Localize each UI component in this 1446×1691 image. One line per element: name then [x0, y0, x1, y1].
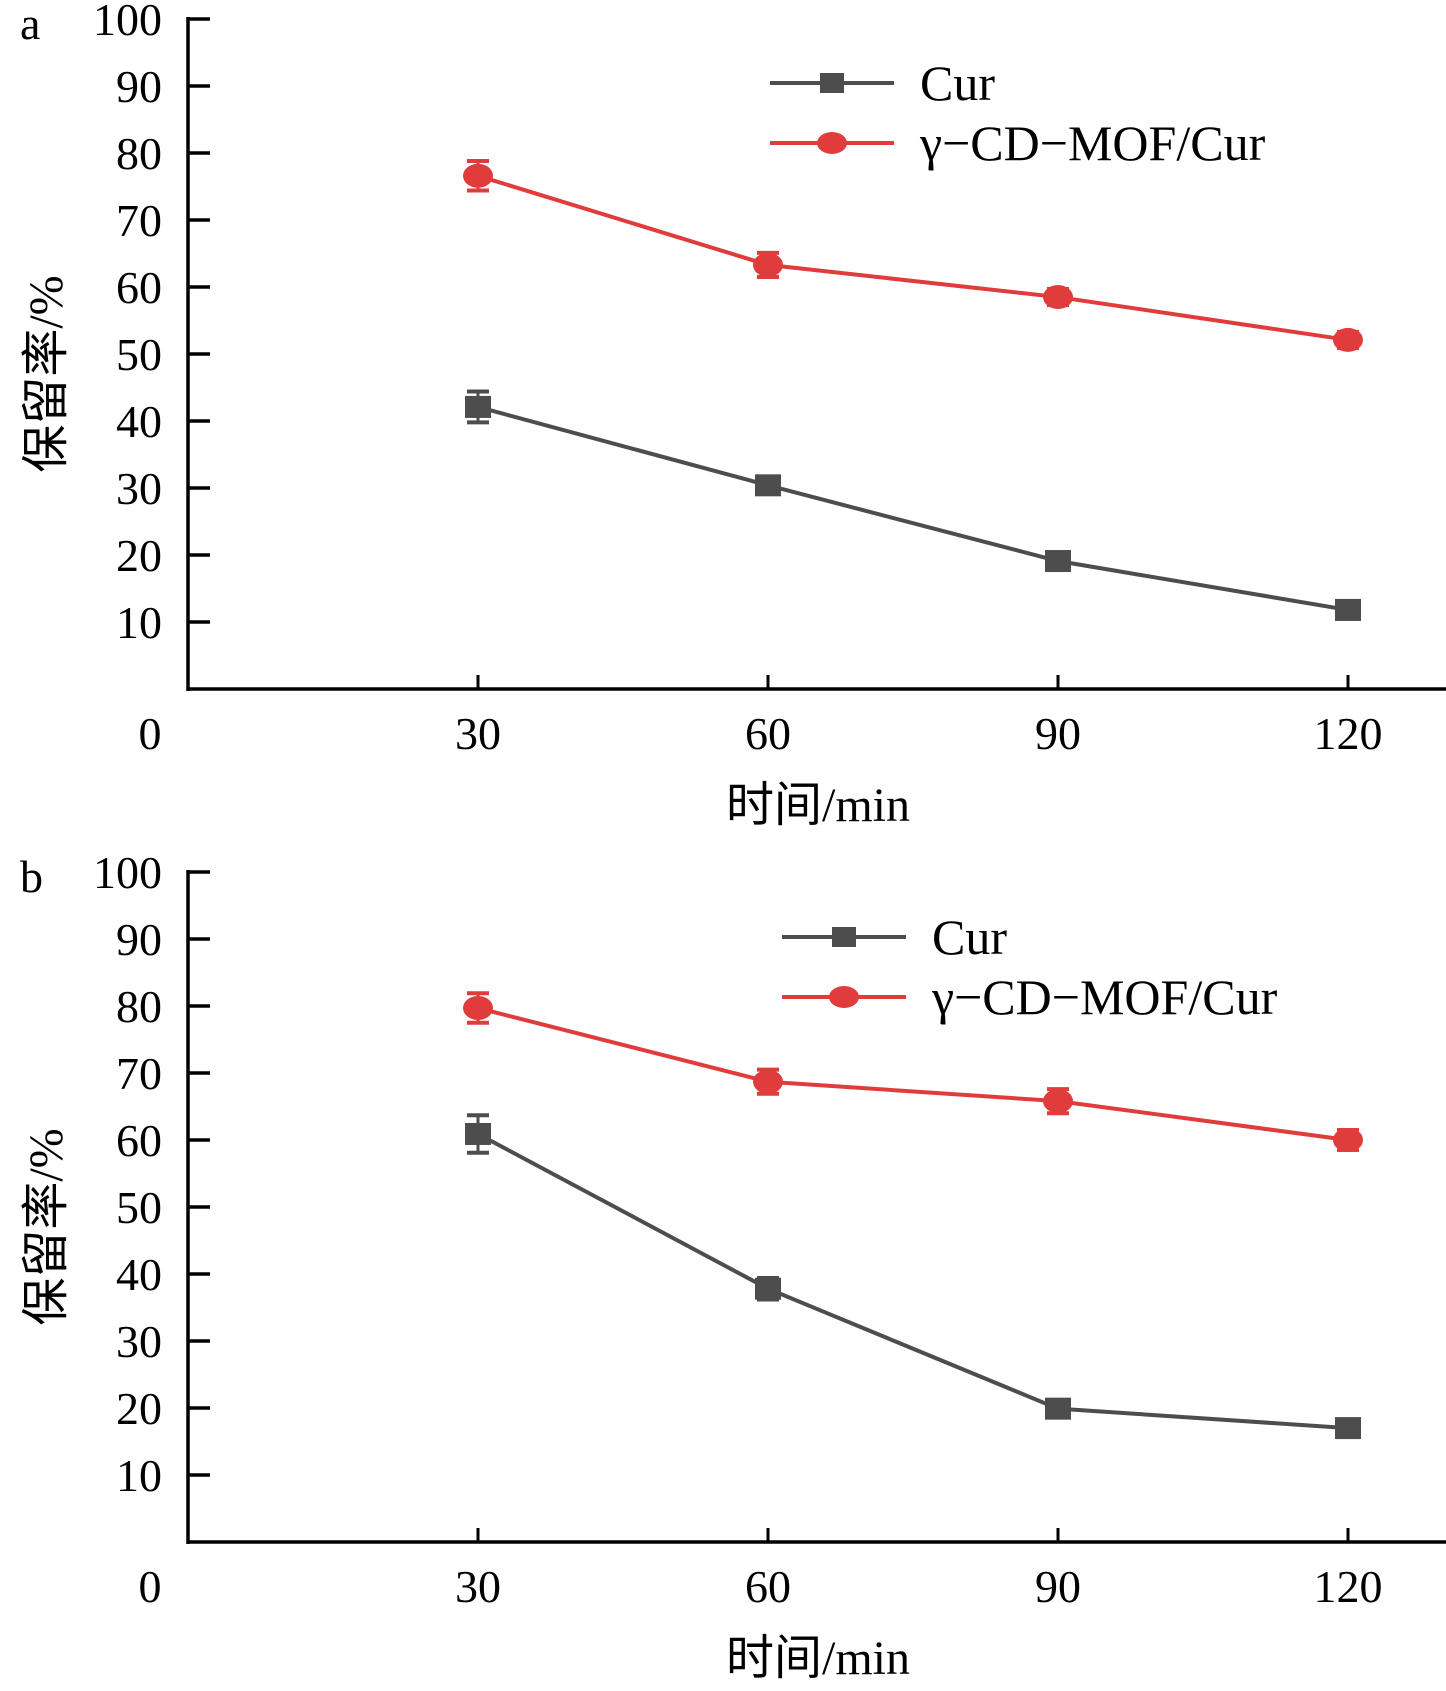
panel-label: b	[20, 851, 43, 902]
x-tick-label: 30	[455, 708, 501, 759]
x-tick-label: 60	[745, 708, 791, 759]
x-tick-label: 60	[745, 1561, 791, 1612]
y-tick-label: 100	[93, 847, 162, 898]
series-cur	[465, 1113, 1361, 1440]
y-tick-label: 60	[116, 262, 162, 313]
legend-label: γ−CD−MOF/Cur	[919, 115, 1266, 171]
y-tick-label: 70	[116, 195, 162, 246]
legend-marker	[817, 132, 847, 154]
y-tick-label: 70	[116, 1048, 162, 1099]
data-point	[1333, 327, 1363, 352]
series-line	[477, 404, 1349, 612]
y-axis-title: 保留率/%	[20, 275, 73, 472]
y-tick-label: 90	[116, 914, 162, 965]
data-point	[1043, 285, 1073, 310]
legend-item: Cur	[770, 55, 995, 111]
data-point	[465, 1122, 491, 1145]
data-point	[755, 474, 781, 497]
x-tick-label: 120	[1314, 1561, 1383, 1612]
y-tick-label: 40	[116, 1249, 162, 1300]
data-point	[753, 252, 783, 277]
series-cd-mof-cur	[463, 159, 1363, 352]
legend-marker	[829, 986, 859, 1008]
x-tick-label: 90	[1035, 708, 1081, 759]
y-tick-label: 30	[116, 463, 162, 514]
legend-marker	[820, 73, 844, 93]
series-line	[477, 1132, 1349, 1431]
series-cur	[465, 389, 1361, 621]
legend-marker	[832, 927, 856, 947]
legend-item: Cur	[782, 909, 1007, 965]
y-tick-label: 10	[116, 1450, 162, 1501]
y-tick-label: 10	[116, 597, 162, 648]
series-line	[477, 1006, 1349, 1142]
y-tick-label: 100	[93, 0, 162, 45]
x-tick-label: 90	[1035, 1561, 1081, 1612]
data-point	[463, 163, 493, 188]
y-tick-label: 30	[116, 1316, 162, 1367]
data-point	[1335, 598, 1361, 621]
legend-item: γ−CD−MOF/Cur	[770, 115, 1266, 171]
x-axis-title: 时间/min	[726, 779, 910, 832]
legend-label: γ−CD−MOF/Cur	[931, 969, 1278, 1025]
x-tick-label-origin: 0	[139, 1561, 162, 1612]
legend-label: Cur	[932, 909, 1007, 965]
x-axis-title: 时间/min	[726, 1632, 910, 1685]
y-tick-label: 80	[116, 128, 162, 179]
data-point	[753, 1069, 783, 1094]
data-point	[1045, 1397, 1071, 1420]
y-axis-title: 保留率/%	[20, 1128, 73, 1325]
legend-item: γ−CD−MOF/Cur	[782, 969, 1278, 1025]
panel-label: a	[20, 0, 40, 49]
y-tick-label: 60	[116, 1115, 162, 1166]
data-point	[1045, 550, 1071, 573]
chart-panel-a: a 10 20 30 40 50 60 70 80 90 100 0 30 60 90 120 时间/min 保留…	[20, 0, 1446, 832]
chart-panel-b: b 10 20 30 40 50 60 70 80 90 100 0 30 60 90 120 时间/min 保留…	[20, 847, 1446, 1685]
y-tick-label: 80	[116, 981, 162, 1032]
y-tick-label: 50	[116, 1182, 162, 1233]
series-cd-mof-cur	[463, 991, 1363, 1153]
y-tick-label: 20	[116, 530, 162, 581]
data-point	[1333, 1128, 1363, 1152]
data-point	[463, 996, 493, 1021]
data-point	[465, 395, 491, 418]
y-tick-label: 20	[116, 1383, 162, 1434]
legend-label: Cur	[920, 55, 995, 111]
x-tick-label: 30	[455, 1561, 501, 1612]
data-point	[1043, 1089, 1073, 1114]
x-tick-label: 120	[1314, 708, 1383, 759]
x-tick-label-origin: 0	[139, 708, 162, 759]
y-tick-label: 90	[116, 61, 162, 112]
data-point	[755, 1277, 781, 1300]
y-tick-label: 50	[116, 329, 162, 380]
data-point	[1335, 1417, 1361, 1440]
y-tick-label: 40	[116, 396, 162, 447]
series-line	[477, 173, 1349, 342]
